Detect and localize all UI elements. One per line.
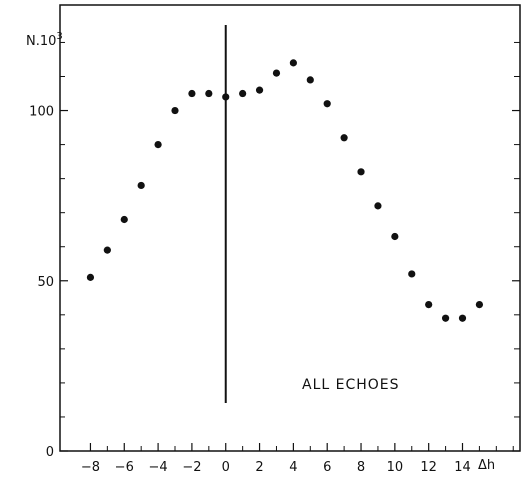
annotation-all-echoes: ALL ECHOES xyxy=(302,377,400,393)
x-tick-label-3: −2 xyxy=(182,460,201,475)
y-axis-label-superscript: 3 xyxy=(56,31,62,42)
x-tick-label-4: 0 xyxy=(222,460,230,475)
data-point-14 xyxy=(323,100,331,108)
data-point-16 xyxy=(357,168,365,176)
data-point-10 xyxy=(255,86,264,94)
data-point-4 xyxy=(154,140,162,149)
x-tick-label-9: 10 xyxy=(387,460,404,475)
y-axis-label: N.103 xyxy=(26,31,63,49)
data-point-9 xyxy=(239,89,247,98)
plot-frame xyxy=(59,4,521,452)
data-point-18 xyxy=(391,232,399,241)
data-point-3 xyxy=(137,181,145,190)
data-point-20 xyxy=(425,301,433,309)
data-point-1 xyxy=(103,246,111,254)
data-point-6 xyxy=(188,89,196,98)
data-point-5 xyxy=(171,106,179,115)
x-axis-label: Δh xyxy=(478,458,495,473)
x-tick-label-0: −8 xyxy=(81,460,100,475)
data-point-21 xyxy=(441,314,450,322)
data-point-17 xyxy=(374,202,382,210)
y-tick-label-2: 100 xyxy=(29,105,54,120)
x-tick-label-2: −4 xyxy=(149,460,168,475)
x-tick-label-8: 8 xyxy=(357,460,365,475)
data-point-7 xyxy=(205,89,213,98)
data-point-15 xyxy=(340,134,348,142)
data-point-12 xyxy=(289,59,297,67)
data-point-19 xyxy=(408,270,416,278)
data-point-0 xyxy=(86,273,95,281)
data-point-13 xyxy=(306,76,314,84)
x-tick-label-11: 14 xyxy=(454,460,471,475)
ticks-layer: −8 −6 −4 −2 0 2 4 6 8 10 12 14 0 50 100 xyxy=(29,41,520,475)
data-point-8 xyxy=(222,93,230,101)
data-point-2 xyxy=(120,215,128,224)
x-tick-label-7: 6 xyxy=(323,460,331,475)
y-axis-label-base: N.10 xyxy=(26,34,56,49)
points-layer xyxy=(86,59,484,322)
y-tick-label-1: 50 xyxy=(37,275,54,290)
data-point-22 xyxy=(458,314,467,322)
x-tick-label-6: 4 xyxy=(289,460,297,475)
x-tick-label-10: 12 xyxy=(420,460,437,475)
y-tick-label-0: 0 xyxy=(46,445,54,460)
data-point-11 xyxy=(272,69,281,77)
x-tick-label-5: 2 xyxy=(255,460,263,475)
x-tick-label-1: −6 xyxy=(115,460,134,475)
data-point-23 xyxy=(475,301,484,309)
